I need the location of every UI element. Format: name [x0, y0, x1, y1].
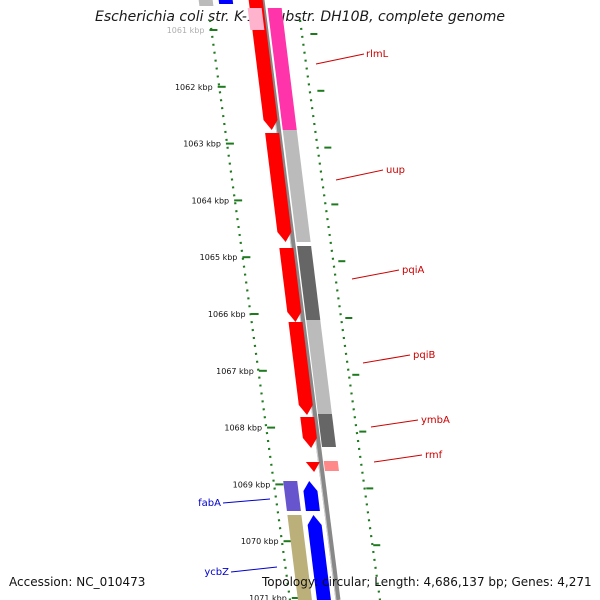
gene-label-pqiA[interactable]: pqiA — [402, 265, 424, 276]
leader-line-fabA — [222, 498, 271, 504]
leader-line-pqiB — [362, 354, 411, 364]
leader-line-pqiA — [351, 269, 400, 280]
map-title: Escherichia coli str. K-12 substr. DH10B… — [94, 9, 506, 25]
gene-label-ymbA[interactable]: ymbA — [421, 415, 450, 426]
gene-box-rmf — [323, 461, 339, 471]
ruler-tick-label: 1070 kbp — [241, 537, 279, 546]
leader-line-rmf — [373, 454, 423, 463]
ruler-tick-label: 1065 kbp — [200, 253, 238, 262]
leader-line-ycbZ — [230, 566, 278, 573]
gene-box-pqiB — [306, 320, 332, 414]
gene-label-rmf[interactable]: rmf — [425, 450, 443, 461]
ruler-tick-label: 1066 kbp — [208, 310, 246, 319]
ruler-tick-label: 1062 kbp — [175, 83, 213, 92]
cds-arrow-pqiA — [279, 248, 302, 322]
gene-box-ycbZ — [287, 515, 312, 600]
leader-line-ymbA — [370, 419, 419, 428]
cds-arrow-ymbA — [300, 417, 317, 448]
topology-label: Topology: circular; Length: 4,686,137 bp… — [262, 575, 592, 589]
gene-box-top-gray — [198, 0, 214, 6]
gene-label-uup[interactable]: uup — [386, 165, 405, 176]
ruler-tick-label: 1061 kbp — [167, 26, 205, 35]
cds-arrow-fabA — [303, 481, 320, 511]
ruler-tick-label: 1068 kbp — [224, 424, 262, 433]
ruler-tick-label: 1067 kbp — [216, 367, 254, 376]
gene-box-uup — [282, 130, 311, 242]
ruler-tick-label: 1063 kbp — [183, 140, 221, 149]
cds-arrow-rmf — [305, 462, 320, 472]
cds-arrow-uup — [265, 133, 292, 242]
accession-label: Accession: NC_010473 — [9, 575, 146, 589]
ruler-strand-inner — [208, 19, 292, 600]
gene-label-ycbZ[interactable]: ycbZ — [204, 567, 229, 578]
ruler-strand-outer — [298, 19, 382, 600]
leader-line-uup — [335, 169, 384, 181]
cds-arrow-pqiB — [288, 322, 313, 415]
gene-box-ymbA — [317, 414, 336, 447]
gene-box-pqiA — [297, 246, 321, 320]
gene-label-rlmL[interactable]: rlmL — [366, 49, 389, 60]
cds-arrow-top-blue — [218, 0, 234, 4]
ruler-tick-label: 1069 kbp — [233, 480, 271, 489]
gene-label-pqiB[interactable]: pqiB — [413, 350, 435, 361]
gene-box-top-pink — [247, 8, 265, 30]
gene-label-fabA[interactable]: fabA — [198, 498, 221, 509]
gene-box-rlmL — [267, 8, 297, 130]
cds-arrow-rlmL — [248, 0, 278, 130]
cds-arrow-ycbZ — [307, 515, 331, 600]
ruler-tick-label: 1071 kbp — [249, 594, 287, 600]
ruler-tick-label: 1064 kbp — [191, 196, 229, 205]
gene-box-fabA — [283, 481, 301, 511]
leader-line-rlmL — [315, 53, 365, 65]
